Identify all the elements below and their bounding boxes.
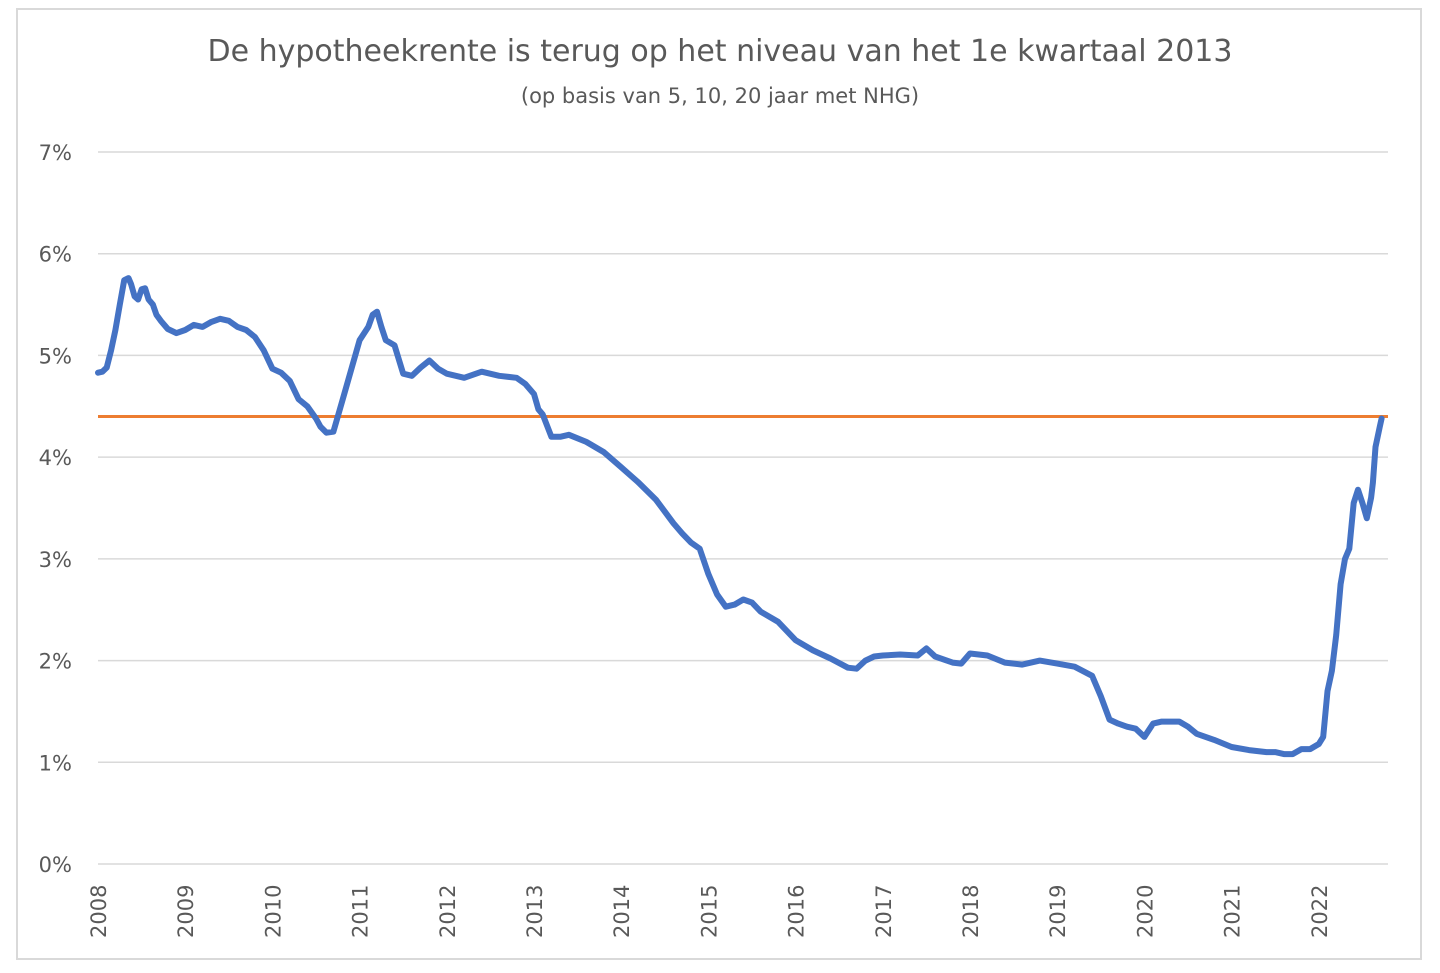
x-tick-label: 2016 — [785, 885, 809, 938]
y-tick-label: 4% — [39, 446, 72, 470]
x-tick-label: 2019 — [1046, 885, 1070, 938]
x-tick-label: 2022 — [1308, 885, 1332, 938]
x-tick-label: 2009 — [174, 885, 198, 938]
x-tick-label: 2010 — [261, 885, 285, 938]
y-tick-label: 3% — [39, 548, 72, 572]
gridlines — [98, 151, 1388, 865]
x-tick-label: 2018 — [959, 885, 983, 938]
y-tick-label: 6% — [39, 243, 72, 267]
x-tick-label: 2012 — [436, 885, 460, 938]
y-tick-label: 2% — [39, 650, 72, 674]
chart-title: De hypotheekrente is terug op het niveau… — [207, 34, 1233, 69]
x-tick-label: 2014 — [610, 885, 634, 938]
series-group — [95, 275, 1385, 758]
y-axis-ticks: 0% 1% 2% 3% 4% 5% 6% 7% — [39, 141, 72, 877]
x-tick-label: 2021 — [1221, 885, 1245, 938]
y-tick-label: 0% — [39, 853, 72, 877]
x-tick-label: 2015 — [697, 885, 721, 938]
chart-frame — [16, 8, 1422, 960]
x-tick-label: 2013 — [523, 885, 547, 938]
x-axis-ticks: 2008 2009 2010 2011 2012 2013 2014 2015 2016 2017… — [87, 885, 1332, 938]
chart-subtitle: (op basis van 5, 10, 20 jaar met NHG) — [520, 84, 920, 108]
y-tick-label: 7% — [39, 141, 72, 165]
x-tick-label: 2017 — [872, 885, 896, 938]
y-tick-label: 5% — [39, 344, 72, 368]
x-tick-label: 2020 — [1133, 885, 1157, 938]
x-tick-label: 2008 — [87, 885, 111, 938]
x-tick-label: 2011 — [349, 885, 373, 938]
series-line — [95, 275, 1385, 758]
y-tick-label: 1% — [39, 751, 72, 775]
